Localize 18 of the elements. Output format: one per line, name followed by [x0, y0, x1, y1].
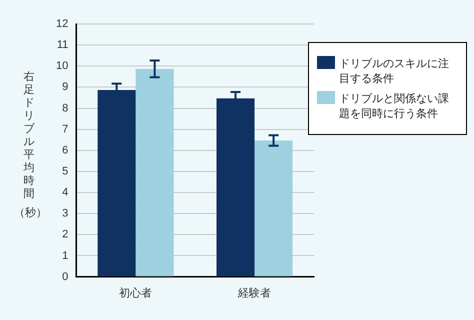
y-tick-label: 3: [62, 208, 68, 220]
y-tick-label: 10: [56, 60, 68, 72]
y-tick-label: 1: [62, 250, 68, 262]
y-tick-label: 6: [62, 144, 68, 156]
y-tick-label: 2: [62, 228, 68, 241]
x-tick-label: 経験者: [237, 286, 272, 300]
y-tick-label: 9: [62, 81, 68, 94]
y-tick-label: 7: [62, 123, 68, 136]
y-tick-label: 4: [62, 186, 68, 199]
legend-label: ドリブルのスキルに注目する条件: [339, 56, 450, 86]
y-tick-label: 11: [56, 39, 68, 52]
y-tick-label: 8: [62, 102, 68, 114]
y-tick-label: 0: [62, 270, 68, 283]
x-tick-label: 初心者: [119, 286, 152, 300]
text: 右足ドリブル平均時間（秒）: [14, 70, 47, 219]
legend-label: ドリブルと関係ない課題を同時に行う条件: [339, 91, 450, 121]
y-tick-label: 12: [56, 18, 68, 30]
y-tick-label: 5: [62, 166, 68, 178]
